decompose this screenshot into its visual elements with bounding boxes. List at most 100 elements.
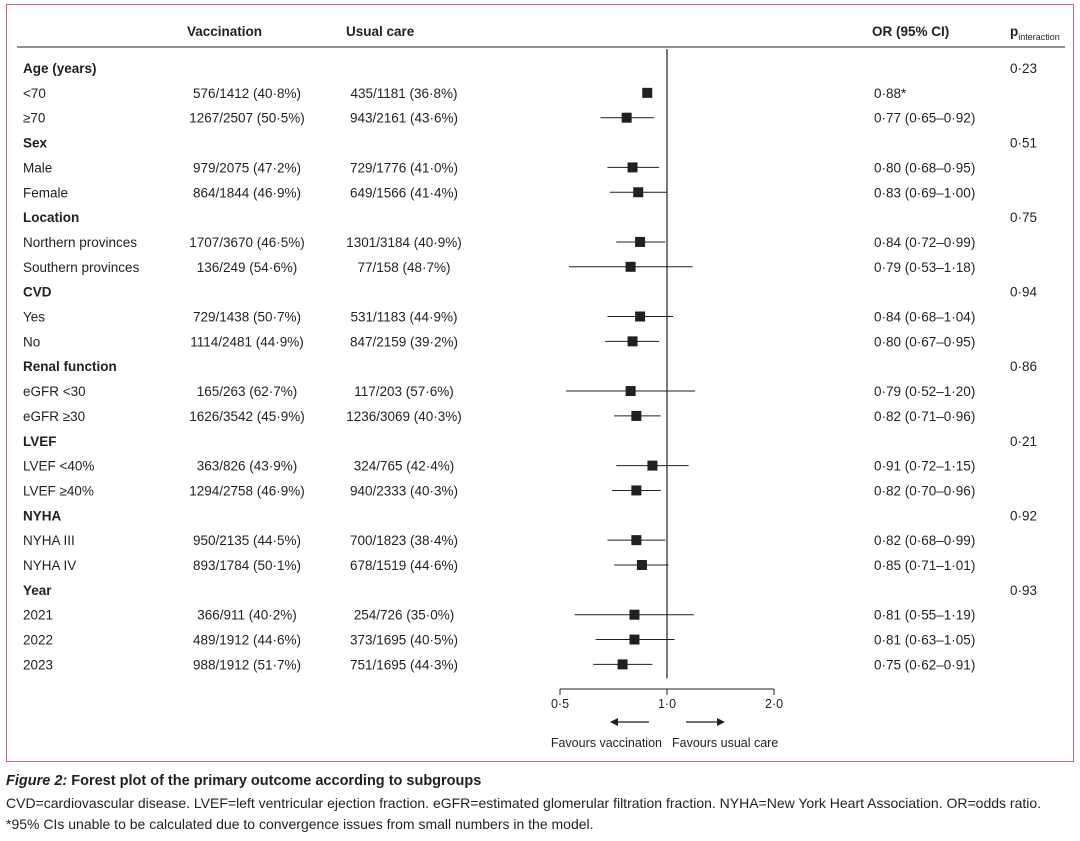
or-point [625,261,636,272]
vaccination-value: 1114/2481 (44·9%) [190,334,304,349]
or-point [625,386,636,397]
usual-care-value: 943/2161 (43·6%) [350,111,458,126]
or-point [629,609,640,620]
or-point [631,410,642,421]
or-value: 0·82 (0·68–0·99) [874,533,975,548]
vaccination-value: 893/1784 (50·1%) [193,558,301,573]
subgroup-label: eGFR ≥30 [23,409,85,424]
favours-vaccination-label: Favours vaccination [551,736,662,750]
vaccination-value: 576/1412 (40·8%) [193,86,301,101]
group-label: Year [23,583,52,598]
or-point [627,162,638,173]
group-label: CVD [23,285,52,300]
subgroup-label: Southern provinces [23,260,140,275]
subgroup-label: NYHA IV [23,558,76,573]
subgroup-label: 2022 [23,633,53,648]
vaccination-value: 1267/2507 (50·5%) [189,111,305,126]
or-value: 0·80 (0·67–0·95) [874,334,975,349]
vaccination-value: 1626/3542 (45·9%) [189,409,305,424]
vaccination-value: 1707/3670 (46·5%) [189,235,305,250]
figure-caption: Figure 2: Forest plot of the primary out… [6,773,1074,835]
caption-heading: Figure 2: Forest plot of the primary out… [6,773,1074,789]
vaccination-value: 864/1844 (46·9%) [193,185,301,200]
or-point [631,485,642,496]
p-interaction-value: 0·94 [1010,285,1038,300]
header-or: OR (95% CI) [872,24,949,39]
vaccination-value: 979/2075 (47·2%) [193,160,301,175]
or-value: 0·91 (0·72–1·15) [874,459,975,474]
group-label: LVEF [23,434,57,449]
or-value: 0·84 (0·72–0·99) [874,235,975,250]
p-interaction-value: 0·21 [1010,434,1037,449]
subgroup-label: ≥70 [23,111,45,126]
or-point [617,659,628,670]
vaccination-value: 489/1912 (44·6%) [193,633,301,648]
or-point [635,236,646,247]
or-value: 0·77 (0·65–0·92) [874,111,975,126]
p-interaction-value: 0·51 [1010,136,1037,151]
usual-care-value: 324/765 (42·4%) [354,459,455,474]
usual-care-value: 1301/3184 (40·9%) [346,235,462,250]
p-interaction-value: 0·23 [1010,61,1037,76]
group-label: Age (years) [23,61,97,76]
forest-plot: Vaccination Usual care OR (95% CI) pinterac… [17,24,1065,750]
or-point [636,560,647,570]
or-value: 0·79 (0·52–1·20) [874,384,975,399]
or-value: 0·83 (0·69–1·00) [874,185,975,200]
or-value: 0·81 (0·63–1·05) [874,633,975,648]
or-value: 0·85 (0·71–1·01) [874,558,975,573]
usual-care-value: 531/1183 (44·9%) [350,310,457,325]
or-value: 0·84 (0·68–1·04) [874,310,975,325]
or-value: 0·81 (0·55–1·19) [874,608,975,623]
group-label: Renal function [23,359,117,374]
usual-care-value: 117/203 (57·6%) [354,384,454,399]
subgroup-label: No [23,334,40,349]
or-point [629,634,640,645]
caption-label: Figure 2: [6,773,68,789]
or-point [631,535,642,546]
subgroup-label: Northern provinces [23,235,137,250]
header-vaccination: Vaccination [187,24,262,39]
or-value: 0·82 (0·70–0·96) [874,483,975,498]
arrow-right-icon [717,718,725,726]
group-label: Sex [23,136,48,151]
usual-care-value: 373/1695 (40·5%) [350,633,458,648]
favours-usual-care-label: Favours usual care [672,736,778,750]
or-value: 0·82 (0·71–0·96) [874,409,975,424]
header-p-subscript: interaction [1018,32,1060,42]
subgroup-label: eGFR <30 [23,384,86,399]
group-label: Location [23,210,79,225]
arrow-left-icon [610,718,618,726]
subgroup-label: LVEF <40% [23,459,94,474]
p-interaction-value: 0·75 [1010,210,1037,225]
usual-care-value: 254/726 (35·0%) [354,608,455,623]
subgroup-label: Yes [23,310,45,325]
or-value: 0·88* [874,86,907,101]
subgroup-label: LVEF ≥40% [23,483,94,498]
forest-plot-frame: Vaccination Usual care OR (95% CI) pinterac… [6,4,1074,762]
usual-care-value: 435/1181 (36·8%) [350,86,457,101]
header-usual-care: Usual care [346,24,415,39]
or-point [635,311,646,322]
subgroup-label: Male [23,160,52,175]
group-label: NYHA [23,508,62,523]
or-point [627,336,638,347]
subgroup-label: 2023 [23,657,53,672]
or-value: 0·79 (0·53–1·18) [874,260,975,275]
subgroup-label: 2021 [23,608,53,623]
usual-care-value: 77/158 (48·7%) [357,260,450,275]
usual-care-value: 649/1566 (41·4%) [350,185,458,200]
caption-footnote: CVD=cardiovascular disease. LVEF=left ve… [6,795,1042,832]
p-interaction-value: 0·93 [1010,583,1037,598]
usual-care-value: 729/1776 (41·0%) [350,160,458,175]
vaccination-value: 136/249 (54·6%) [197,260,298,275]
or-point [647,460,658,471]
usual-care-value: 940/2333 (40·3%) [350,483,458,498]
subgroup-label: NYHA III [23,533,75,548]
p-interaction-value: 0·92 [1010,508,1037,523]
usual-care-value: 751/1695 (44·3%) [350,657,458,672]
vaccination-value: 988/1912 (51·7%) [193,657,301,672]
caption-title: Forest plot of the primary outcome accor… [71,773,482,789]
vaccination-value: 1294/2758 (46·9%) [189,483,305,498]
vaccination-value: 165/263 (62·7%) [197,384,298,399]
